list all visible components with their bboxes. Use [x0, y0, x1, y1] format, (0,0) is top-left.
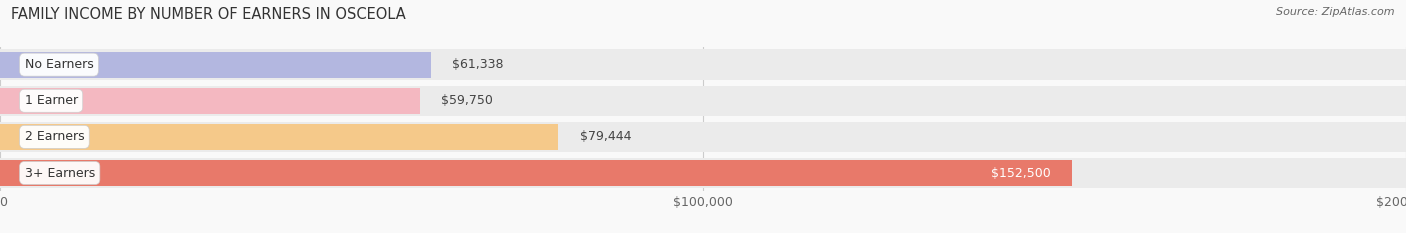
Text: 2 Earners: 2 Earners — [25, 130, 84, 143]
Text: $79,444: $79,444 — [579, 130, 631, 143]
Text: No Earners: No Earners — [25, 58, 93, 71]
Bar — [0, 160, 1073, 186]
Text: $59,750: $59,750 — [441, 94, 494, 107]
Bar — [0, 158, 1406, 188]
Bar — [0, 88, 420, 114]
Text: Source: ZipAtlas.com: Source: ZipAtlas.com — [1277, 7, 1395, 17]
Text: FAMILY INCOME BY NUMBER OF EARNERS IN OSCEOLA: FAMILY INCOME BY NUMBER OF EARNERS IN OS… — [11, 7, 406, 22]
Bar — [0, 122, 1406, 152]
Bar — [0, 124, 558, 150]
Bar — [0, 52, 432, 78]
Text: 3+ Earners: 3+ Earners — [25, 167, 94, 179]
Text: 1 Earner: 1 Earner — [25, 94, 77, 107]
Text: $152,500: $152,500 — [991, 167, 1052, 179]
Text: $61,338: $61,338 — [453, 58, 503, 71]
Bar — [0, 86, 1406, 116]
Bar — [0, 49, 1406, 80]
